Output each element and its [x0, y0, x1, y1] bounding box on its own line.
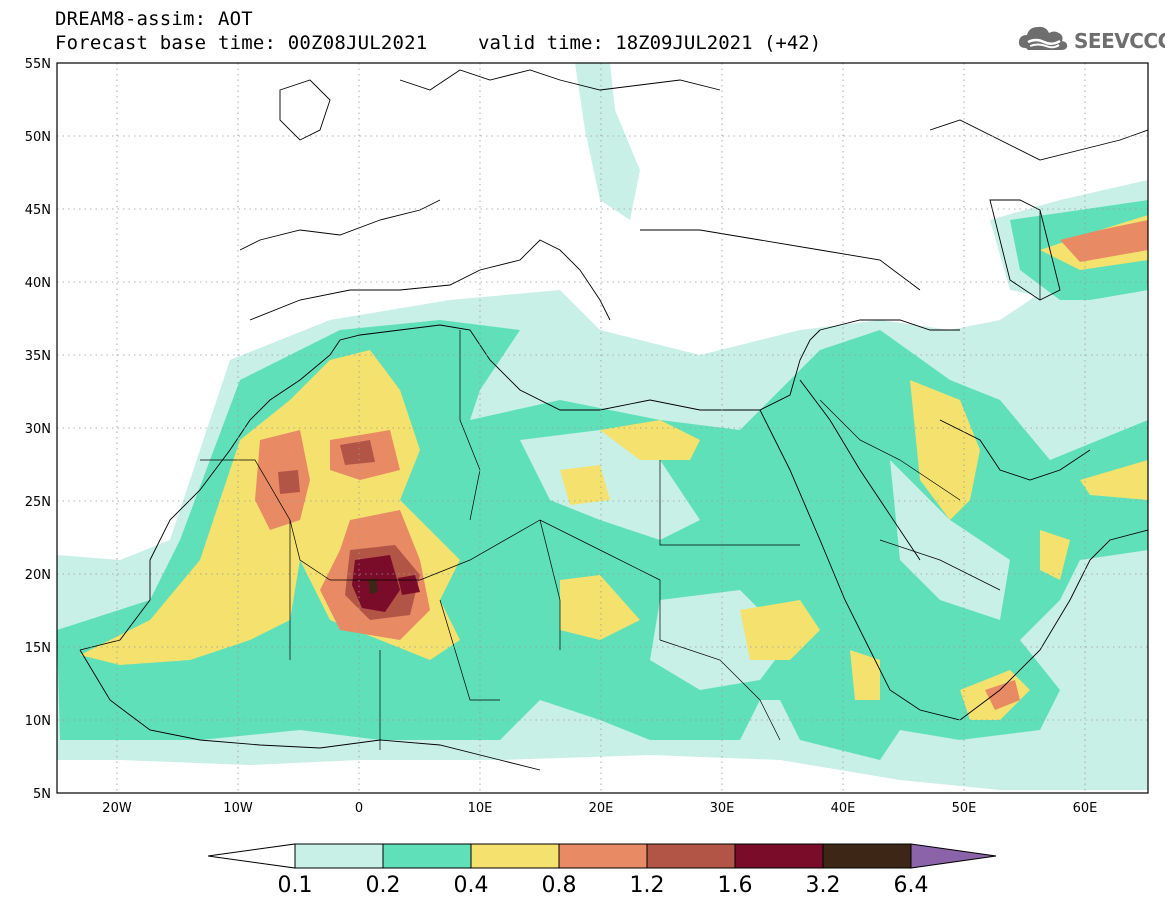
colorbar-label: 0.8 [542, 873, 577, 898]
lon-label: 0 [355, 801, 363, 816]
lat-label: 40N [25, 276, 51, 291]
aot-band-0.4-chad [560, 575, 640, 640]
model-title: DREAM8-assim: AOT [55, 8, 253, 30]
aot-band-1.2-w-sahara [278, 470, 300, 494]
aot-band-0.4-libya [600, 420, 700, 460]
aot-field [57, 63, 1148, 790]
colorbar-swatch-6 [734, 843, 824, 869]
borders [200, 210, 1041, 750]
colorbar-swatch-3 [470, 843, 560, 869]
lon-label: 20E [589, 801, 614, 816]
map-frame [56, 62, 1149, 794]
coastlines [79, 69, 1148, 771]
lon-label: 60E [1073, 801, 1098, 816]
lat-labels: 55N 50N 45N 40N 35N 30N 25N 20N 15N 10N … [25, 57, 51, 802]
lat-label: 5N [33, 787, 51, 802]
colorbar-swatch-2 [382, 843, 472, 869]
colorbar-label: 1.6 [718, 873, 753, 898]
lon-label: 30E [710, 801, 735, 816]
aot-band-0.4-sudan [740, 600, 820, 660]
colorbar-label: 0.4 [454, 873, 489, 898]
lat-label: 10N [25, 714, 51, 729]
colorbar-high-arrow [910, 843, 997, 869]
aot-band-0.4-eritrea [850, 650, 880, 700]
lat-label: 20N [25, 568, 51, 583]
graticule [57, 63, 1148, 793]
aot-band-0.4-persian [1080, 460, 1148, 500]
lon-labels: 20W 10W 0 10E 20E 30E 40E 50E 60E [102, 801, 1097, 816]
colorbar-label: 0.1 [278, 873, 313, 898]
colorbar-label: 6.4 [894, 873, 929, 898]
lon-label: 10W [223, 801, 253, 816]
colorbar-swatch-5 [646, 843, 736, 869]
lat-label: 30N [25, 422, 51, 437]
lat-label: 35N [25, 349, 51, 364]
aot-band-0.4-oman [1040, 530, 1070, 580]
lat-label: 55N [25, 57, 51, 72]
lat-label: 15N [25, 641, 51, 656]
lon-label: 10E [468, 801, 493, 816]
colorbar-label: 1.2 [630, 873, 665, 898]
colorbar-label: 0.2 [366, 873, 401, 898]
lon-label: 20W [102, 801, 132, 816]
cloud-icon [1018, 26, 1068, 50]
colorbar-swatch-7 [822, 843, 912, 869]
seevccc-logo: SEEVCCC [1016, 22, 1165, 58]
aot-band-0.4-arabia [910, 380, 980, 520]
colorbar-label: 3.2 [806, 873, 841, 898]
colorbar-low-arrow [207, 843, 296, 869]
lon-label: 40E [831, 801, 856, 816]
lon-label: 50E [952, 801, 977, 816]
lat-label: 25N [25, 495, 51, 510]
aot-band-0.8-yemen [985, 680, 1020, 710]
aot-band-3.2-core [368, 578, 378, 594]
valid-time: valid time: 18Z09JUL2021 (+42) [478, 32, 822, 54]
aot-band-0.8-caspian [1060, 220, 1148, 262]
colorbar-swatch-4 [558, 843, 648, 869]
lat-label: 50N [25, 130, 51, 145]
aot-band-1.2-algeria [340, 440, 375, 465]
aot-band-0.1-north [575, 63, 640, 220]
colorbar-swatch-1 [294, 843, 384, 869]
logo-text: SEEVCCC [1074, 29, 1165, 53]
lat-label: 45N [25, 203, 51, 218]
aot-band-0.4-egypt [560, 465, 610, 505]
forecast-base-time: Forecast base time: 00Z08JUL2021 [55, 32, 428, 54]
